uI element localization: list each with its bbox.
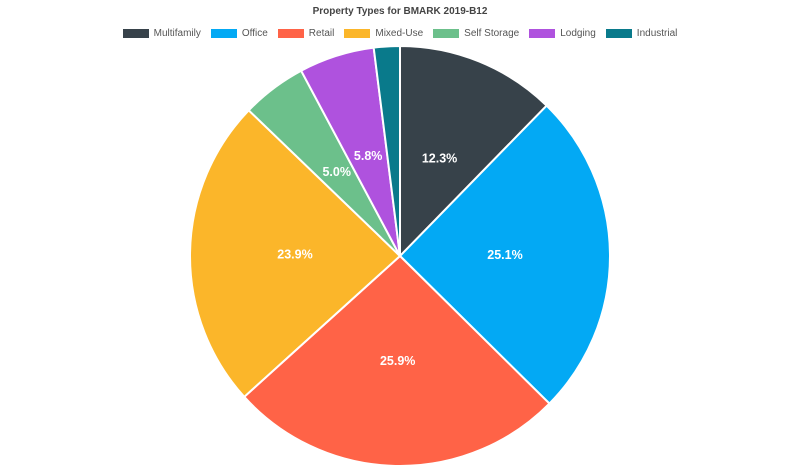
legend-item-lodging[interactable]: Lodging xyxy=(529,28,596,39)
legend-swatch-self-storage xyxy=(433,29,460,38)
legend-label-industrial: Industrial xyxy=(636,28,678,39)
legend-swatch-industrial xyxy=(605,29,632,38)
legend-swatch-mixed-use xyxy=(344,29,371,38)
legend-item-industrial[interactable]: Industrial xyxy=(605,28,678,39)
legend-label-multifamily: Multifamily xyxy=(153,28,201,39)
pie-slice-mixed-use[interactable] xyxy=(189,108,402,399)
legend-item-self-storage[interactable]: Self Storage xyxy=(433,28,519,39)
slice-label-self-storage: 5.0% xyxy=(322,165,351,179)
legend-label-office: Office xyxy=(241,28,268,39)
slice-label-mixed-use: 23.9% xyxy=(277,247,312,261)
legend-swatch-retail xyxy=(277,29,304,38)
legend-swatch-lodging xyxy=(529,29,556,38)
slice-label-retail: 25.9% xyxy=(380,354,415,368)
legend-swatch-office xyxy=(210,29,237,38)
legend-label-self-storage: Self Storage xyxy=(464,28,520,39)
pie-slice-office[interactable] xyxy=(398,104,611,405)
chart-title: Property Types for BMARK 2019-B12 xyxy=(312,6,488,17)
legend-item-mixed-use[interactable]: Mixed-Use xyxy=(344,28,423,39)
legend-label-mixed-use: Mixed-Use xyxy=(375,28,424,39)
legend-item-multifamily[interactable]: Multifamily xyxy=(122,28,201,39)
pie-slice-retail[interactable] xyxy=(242,254,551,467)
legend-item-office[interactable]: Office xyxy=(210,28,268,39)
legend-swatch-multifamily xyxy=(122,29,149,38)
chart-legend: Multifamily Office Retail Mixed-Use Self… xyxy=(0,28,800,39)
slice-label-lodging: 5.8% xyxy=(354,149,383,163)
legend-label-lodging: Lodging xyxy=(560,28,596,39)
slice-label-office: 25.1% xyxy=(487,248,522,262)
legend-item-retail[interactable]: Retail xyxy=(277,28,335,39)
slice-label-multifamily: 12.3% xyxy=(422,152,457,166)
pie-slice-industrial[interactable] xyxy=(372,44,401,257)
legend-label-retail: Retail xyxy=(308,28,335,39)
pie-slice-multifamily[interactable] xyxy=(399,44,549,259)
